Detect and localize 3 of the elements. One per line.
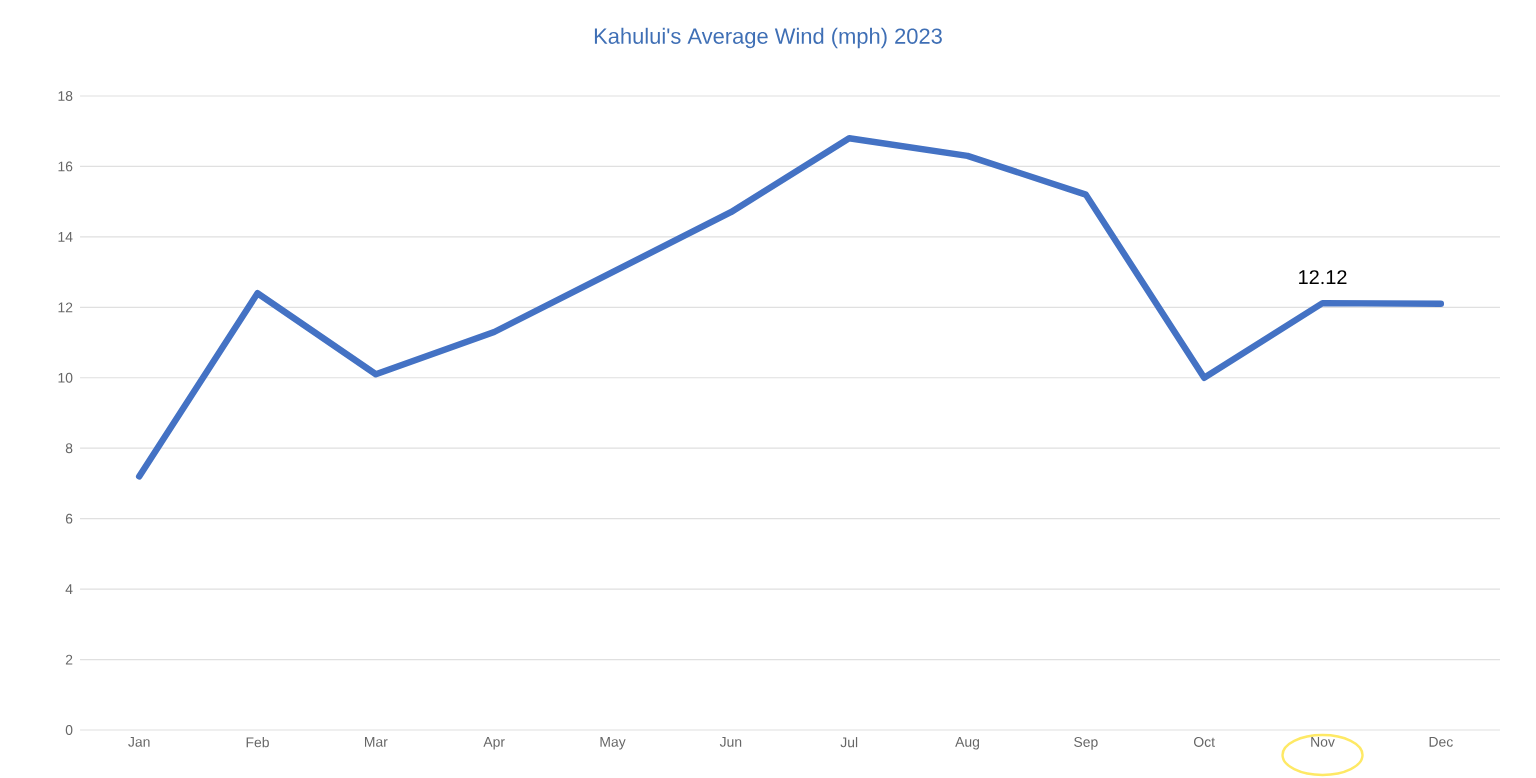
chart-title: Kahului's Average Wind (mph) 2023 xyxy=(594,27,942,49)
line-series xyxy=(135,135,1445,480)
annotation: 12.12 xyxy=(1299,270,1347,285)
